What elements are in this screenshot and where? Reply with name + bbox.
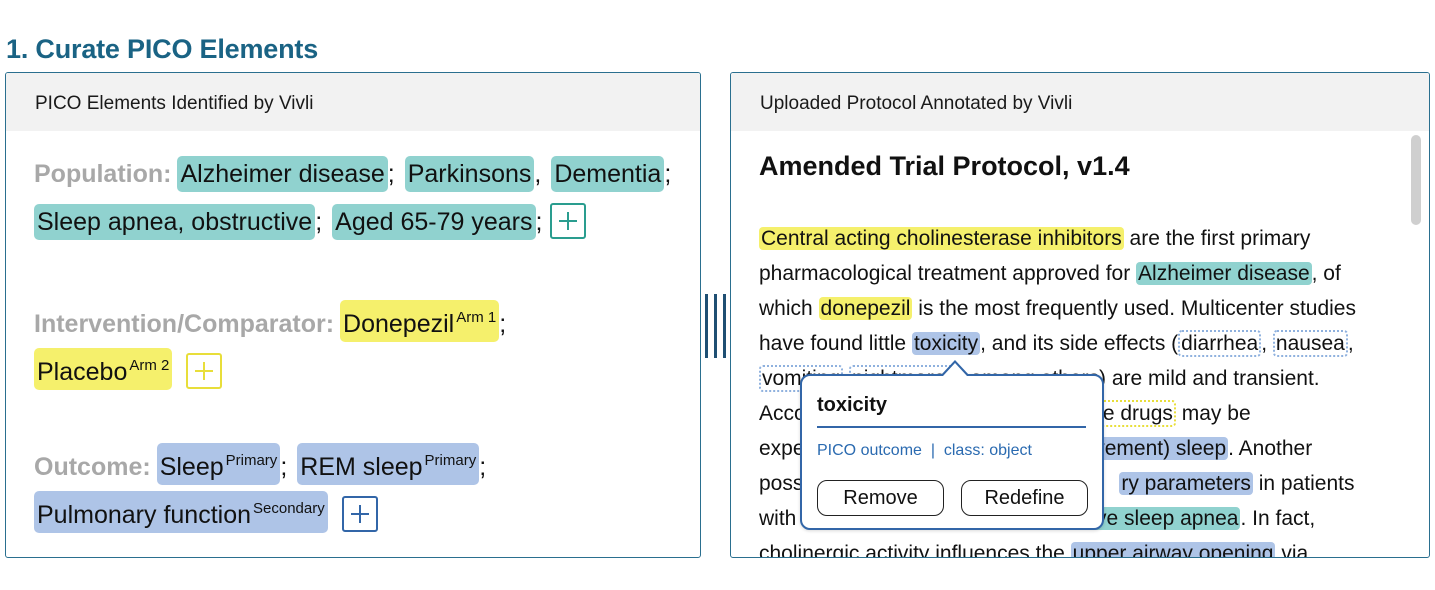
chip-text: Sleep bbox=[159, 453, 224, 481]
chip-text: REM sleep bbox=[300, 453, 423, 481]
popover-term: toxicity bbox=[817, 394, 888, 416]
outcome-label: Outcome: bbox=[34, 453, 151, 481]
outcome-tag: Primary bbox=[424, 452, 477, 469]
redefine-button[interactable]: Redefine bbox=[961, 480, 1088, 516]
plain-text: are the first primary bbox=[1123, 227, 1311, 250]
chip-text: Donepezil bbox=[343, 310, 455, 338]
population-label: Population: bbox=[34, 160, 172, 188]
arm-tag: Arm 1 bbox=[456, 309, 497, 326]
plain-text: with bbox=[759, 507, 797, 530]
separator: ; bbox=[499, 310, 507, 338]
plain-text: have found little bbox=[759, 332, 912, 355]
pico-elements-panel: PICO Elements Identified by Vivli Popula… bbox=[5, 72, 701, 558]
document-title: Amended Trial Protocol, v1.4 bbox=[759, 151, 1130, 181]
annotation-outcome-selected[interactable]: toxicity bbox=[911, 332, 981, 355]
annotation-outcome[interactable]: ovement) sleep bbox=[1080, 437, 1229, 460]
annotation-population[interactable]: Alzheimer disease bbox=[1136, 262, 1312, 285]
plain-text: which bbox=[759, 297, 819, 320]
popover-divider bbox=[817, 426, 1086, 428]
plain-text: via bbox=[1275, 542, 1309, 558]
text-line: expe ovement) sleep. Another bbox=[759, 431, 1399, 466]
add-outcome-button[interactable] bbox=[341, 496, 378, 533]
chip-text: Pulmonary function bbox=[37, 501, 252, 529]
document-scrollbar[interactable] bbox=[1411, 135, 1421, 225]
outcome-chip[interactable]: REM sleep Primary bbox=[297, 443, 480, 485]
annotation-suggested[interactable]: nausea bbox=[1272, 330, 1348, 357]
population-row-1: Population: Alzheimer disease; Parkinsons,… bbox=[34, 156, 671, 192]
protocol-document: Amended Trial Protocol, v1.4 Central act… bbox=[759, 131, 1399, 557]
plain-text: , bbox=[1261, 332, 1273, 355]
population-chip[interactable]: Dementia bbox=[551, 156, 665, 192]
annotation-intervention[interactable]: Central acting cholinesterase inhibitors bbox=[759, 227, 1124, 250]
annotation-suggested[interactable]: diarrhea bbox=[1178, 330, 1262, 357]
plain-text: is the most frequently used. Multicenter… bbox=[912, 297, 1356, 320]
population-chip[interactable]: Alzheimer disease bbox=[177, 156, 388, 192]
plain-text: , and its side effects ( bbox=[980, 332, 1179, 355]
annotation-population[interactable]: ive sleep apnea bbox=[1089, 507, 1241, 530]
outcome-chip[interactable]: Sleep Primary bbox=[156, 443, 281, 485]
population-chip[interactable]: Parkinsons bbox=[404, 156, 535, 192]
population-chip[interactable]: Sleep apnea, obstructive bbox=[34, 204, 316, 240]
add-intervention-button[interactable] bbox=[186, 353, 223, 390]
plain-text: , of bbox=[1311, 262, 1341, 285]
separator: ; bbox=[280, 453, 288, 481]
annotation-popover: toxicity PICO outcome | class: object Re… bbox=[800, 374, 1104, 530]
outcome-tag: Primary bbox=[225, 452, 278, 469]
plain-text: expe bbox=[759, 437, 805, 460]
plain-text: pharmacological treatment approved for bbox=[759, 262, 1137, 285]
text-line: with ive sleep apnea. In fact, bbox=[759, 501, 1399, 536]
text-line: poss ry parameters in patients bbox=[759, 466, 1399, 501]
separator: ; bbox=[315, 208, 323, 236]
outcome-tag: Secondary bbox=[253, 500, 325, 517]
separator: ; bbox=[479, 453, 487, 481]
text-line: which donepezil is the most frequently u… bbox=[759, 291, 1399, 326]
popover-arrow-inner bbox=[943, 363, 967, 376]
intervention-label: Intervention/Comparator: bbox=[34, 310, 335, 338]
plain-text: may be bbox=[1175, 402, 1251, 425]
plain-text: . Another bbox=[1228, 437, 1313, 460]
panel-resize-handle[interactable] bbox=[705, 294, 727, 358]
annotation-outcome[interactable]: upper airway opening bbox=[1070, 542, 1276, 557]
outcome-chip[interactable]: Pulmonary function Secondary bbox=[34, 491, 328, 533]
text-line: Central acting cholinesterase inhibitors… bbox=[759, 221, 1399, 256]
text-line: cholinergic activity influences the uppe… bbox=[759, 536, 1399, 558]
plain-text: , bbox=[1347, 332, 1354, 355]
intervention-row-2: Placebo Arm 2 bbox=[34, 348, 223, 391]
plain-text: cholinergic activity influences the bbox=[759, 542, 1071, 558]
text-line: pharmacological treatment approved for A… bbox=[759, 256, 1399, 291]
outcome-row-1: Outcome: Sleep Primary; REM sleep Primary; bbox=[34, 443, 486, 485]
annotation-intervention[interactable]: donepezil bbox=[818, 297, 913, 320]
intervention-chip[interactable]: Placebo Arm 2 bbox=[34, 348, 173, 390]
remove-button[interactable]: Remove bbox=[817, 480, 944, 516]
pico-panel-header: PICO Elements Identified by Vivli bbox=[6, 73, 700, 131]
plain-text: Acco bbox=[759, 402, 806, 425]
population-chip[interactable]: Aged 65-79 years bbox=[332, 204, 536, 240]
page-title: 1. Curate PICO Elements bbox=[6, 34, 319, 64]
pico-elements-body: Population: Alzheimer disease; Parkinsons,… bbox=[6, 131, 700, 557]
separator: ; bbox=[387, 160, 395, 188]
plain-text: poss bbox=[759, 472, 804, 495]
intervention-chip[interactable]: Donepezil Arm 1 bbox=[340, 300, 500, 342]
protocol-panel-header: Uploaded Protocol Annotated by Vivli bbox=[731, 73, 1429, 131]
separator: , bbox=[534, 160, 542, 188]
plain-text: in patients bbox=[1252, 472, 1355, 495]
arm-tag: Arm 2 bbox=[129, 357, 170, 374]
document-text: Central acting cholinesterase inhibitors… bbox=[759, 221, 1399, 558]
chip-text: Placebo bbox=[37, 358, 128, 386]
intervention-row-1: Intervention/Comparator: Donepezil Arm 1; bbox=[34, 300, 506, 342]
population-row-2: Sleep apnea, obstructive; Aged 65-79 year… bbox=[34, 203, 587, 241]
separator: ; bbox=[664, 160, 672, 188]
outcome-row-2: Pulmonary function Secondary bbox=[34, 491, 378, 534]
separator: ; bbox=[535, 208, 543, 236]
annotation-outcome[interactable]: ry parameters bbox=[1119, 472, 1253, 495]
text-line: have found little toxicity, and its side… bbox=[759, 326, 1399, 361]
popover-meta: PICO outcome | class: object bbox=[817, 442, 1032, 459]
add-population-button[interactable] bbox=[550, 203, 587, 240]
plain-text: . In fact, bbox=[1240, 507, 1316, 530]
